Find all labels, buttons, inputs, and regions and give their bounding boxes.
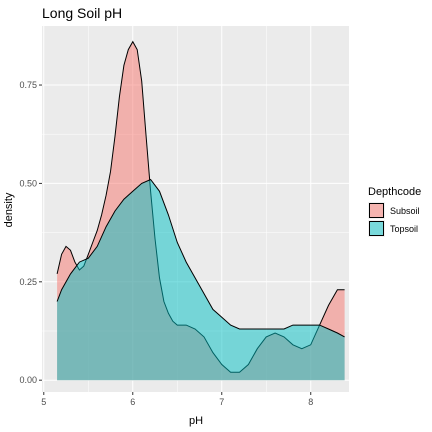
x-tick-label: 8 bbox=[308, 397, 313, 407]
x-tick-label: 5 bbox=[41, 397, 46, 407]
legend: Depthcode Subsoil Topsoil bbox=[368, 186, 421, 237]
topsoil-density-area bbox=[57, 179, 345, 381]
legend-label-topsoil: Topsoil bbox=[390, 224, 418, 234]
x-tick-label: 7 bbox=[219, 397, 224, 407]
y-axis-title: density bbox=[3, 192, 15, 227]
legend-title: Depthcode bbox=[368, 186, 421, 198]
y-axis-ticks: 0.00 0.25 0.50 0.75 bbox=[19, 80, 42, 385]
x-axis-title: pH bbox=[189, 415, 203, 427]
x-tick-label: 6 bbox=[130, 397, 135, 407]
y-tick-label: 0.25 bbox=[19, 277, 37, 287]
y-tick-label: 0.00 bbox=[19, 375, 37, 385]
density-areas bbox=[56, 40, 345, 381]
x-axis-ticks: 5 6 7 8 bbox=[41, 392, 313, 407]
y-tick-label: 0.75 bbox=[19, 80, 37, 90]
topsoil-density-line bbox=[56, 178, 345, 338]
legend-label-subsoil: Subsoil bbox=[390, 206, 420, 216]
legend-key-subsoil bbox=[369, 203, 384, 218]
chart-title: Long Soil pH bbox=[42, 5, 122, 21]
legend-key-topsoil bbox=[369, 221, 384, 236]
y-tick-label: 0.50 bbox=[19, 178, 37, 188]
